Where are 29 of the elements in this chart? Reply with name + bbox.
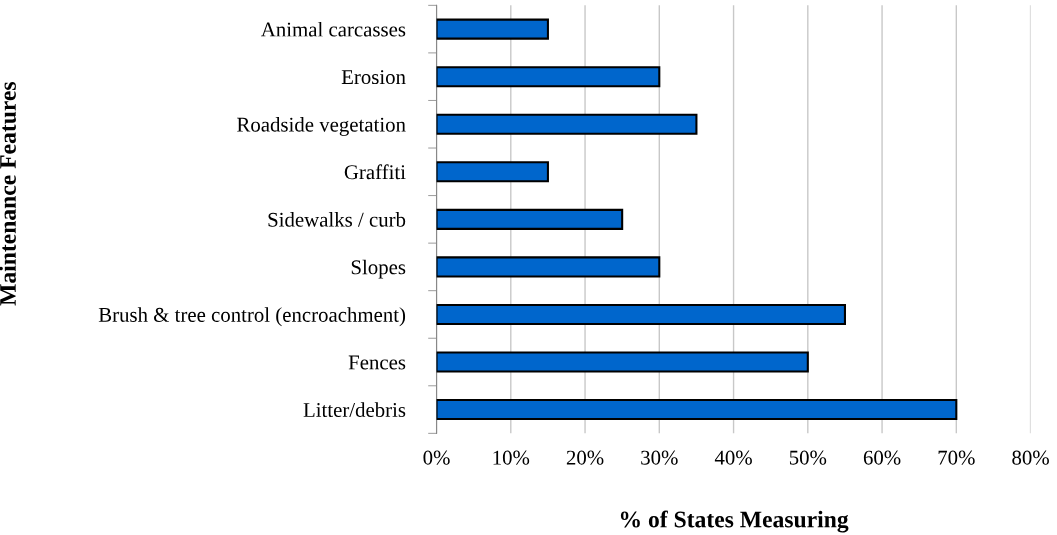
x-tick-label: 0%: [423, 450, 450, 465]
bar: [436, 399, 958, 421]
x-tick-label: 30%: [641, 450, 678, 465]
y-tick-label: Brush & tree control (encroachment): [98, 307, 406, 327]
x-axis-title: % of States Measuring: [620, 510, 849, 533]
x-tick-label: 10%: [493, 450, 530, 465]
y-tick-label: Graffiti: [344, 164, 406, 180]
bar: [436, 256, 661, 278]
bar: [436, 351, 809, 373]
bar: [436, 208, 624, 230]
x-tick-label: 70%: [938, 450, 975, 465]
y-tick-label: Animal carcasses: [260, 21, 406, 37]
y-tick-label: Fences: [348, 355, 406, 370]
x-tick-label: 60%: [863, 450, 901, 465]
y-axis-title: Maintenance Features: [0, 82, 16, 306]
y-tick-label: Slopes: [351, 259, 406, 279]
x-tick-label: 50%: [789, 450, 827, 465]
x-tick-label: 80%: [1012, 450, 1049, 465]
bar: [436, 66, 661, 88]
x-tick-label: 40%: [714, 450, 752, 465]
y-tick-label: Erosion: [341, 70, 406, 85]
bar: [436, 113, 698, 135]
x-tick-label: 20%: [566, 450, 604, 465]
y-tick-label: Litter/debris: [303, 402, 406, 418]
y-tick-label: Sidewalks / curb: [268, 212, 406, 227]
bar: [436, 161, 549, 183]
bar: [436, 303, 846, 326]
y-tick-label: Roadside vegetation: [237, 117, 406, 136]
bar: [436, 18, 549, 40]
